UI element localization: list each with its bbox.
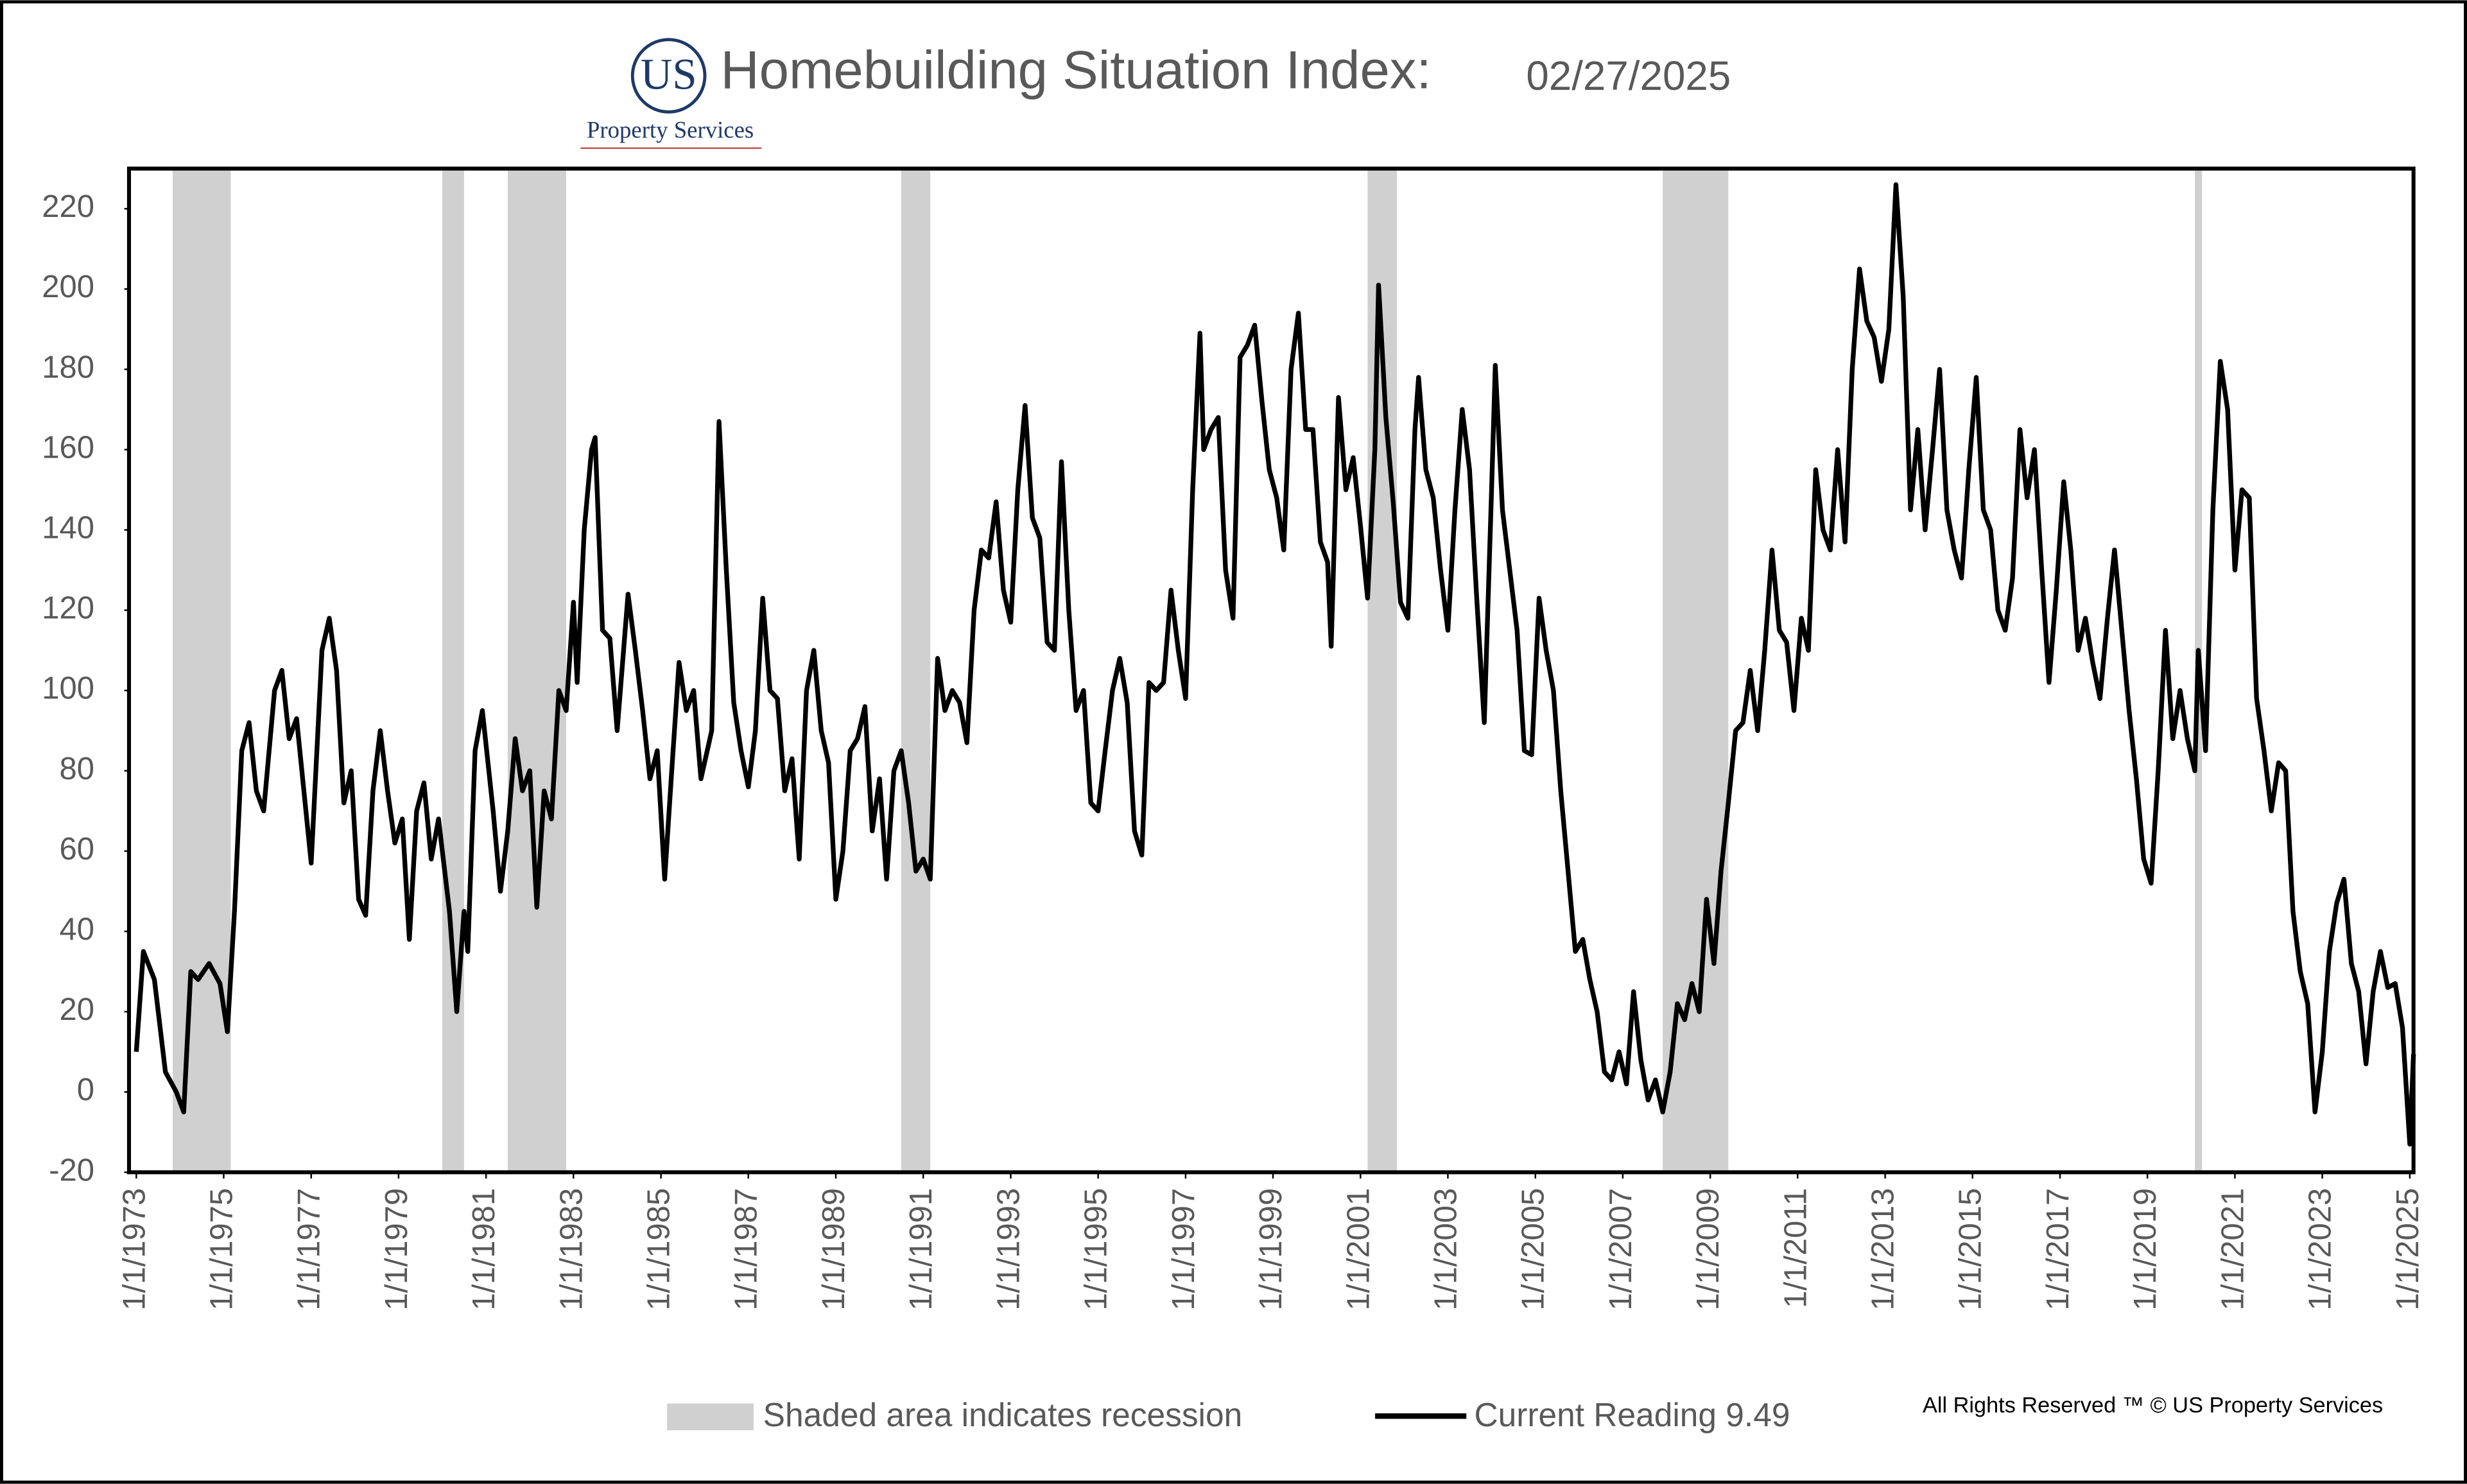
x-tick-label: 1/1/1991 xyxy=(904,1188,939,1311)
x-tick-label: 1/1/1989 xyxy=(817,1188,851,1311)
plot-border xyxy=(126,166,2416,1175)
recession-band xyxy=(442,168,464,1173)
x-tick-label: 1/1/2007 xyxy=(1604,1188,1638,1311)
x-tick-label: 1/1/1977 xyxy=(292,1188,327,1311)
y-tick-label: 160 xyxy=(42,430,94,465)
chart-subtitle: 02/27/2025 xyxy=(1526,53,1731,99)
recession-band xyxy=(901,168,931,1173)
y-tick-label: 140 xyxy=(42,511,94,546)
chart-title: Homebuilding Situation Index: xyxy=(721,40,1432,100)
y-tick-label: -20 xyxy=(49,1153,94,1187)
x-tick-label: 1/1/1979 xyxy=(379,1188,414,1311)
y-tick-label: 0 xyxy=(77,1073,94,1107)
recession-band xyxy=(1663,168,1729,1173)
x-tick-label: 1/1/2023 xyxy=(2303,1188,2338,1311)
x-tick-label: 1/1/1987 xyxy=(729,1188,764,1311)
x-tick-label: 1/1/2009 xyxy=(1691,1188,1726,1311)
legend-label-recession: Shaded area indicates recession xyxy=(763,1396,1243,1433)
y-tick-label: 40 xyxy=(60,912,95,947)
x-tick-label: 1/1/2015 xyxy=(1953,1188,1988,1311)
x-tick-label: 1/1/2025 xyxy=(2391,1188,2425,1311)
x-tick-label: 1/1/2011 xyxy=(1778,1188,1813,1308)
x-tick-label: 1/1/1981 xyxy=(467,1188,501,1311)
y-tick-label: 120 xyxy=(42,591,94,626)
legend-swatch-recession xyxy=(667,1403,754,1431)
y-tick-label: 220 xyxy=(42,189,94,224)
x-tick-label: 1/1/1999 xyxy=(1254,1188,1288,1311)
x-tick-label: 1/1/1983 xyxy=(554,1188,589,1311)
x-tick-label: 1/1/2003 xyxy=(1428,1188,1463,1311)
y-tick-label: 80 xyxy=(60,752,95,786)
logo: US Property Services xyxy=(580,38,762,150)
logo-name: Property Services xyxy=(587,117,754,143)
recession-band xyxy=(507,168,566,1173)
x-tick-label: 1/1/1973 xyxy=(117,1188,151,1311)
x-tick-label: 1/1/2005 xyxy=(1516,1188,1551,1311)
x-tick-label: 1/1/1995 xyxy=(1079,1188,1114,1311)
copyright-note: All Rights Reserved ™ © US Property Serv… xyxy=(1923,1393,2383,1418)
y-tick-label: 200 xyxy=(42,270,94,304)
recession-band xyxy=(173,168,231,1173)
x-tick-label: 1/1/2021 xyxy=(2215,1188,2250,1311)
logo-ring xyxy=(630,38,707,114)
x-tick-label: 1/1/2017 xyxy=(2041,1188,2075,1311)
x-tick-label: 1/1/1993 xyxy=(991,1188,1026,1311)
x-tick-label: 1/1/1985 xyxy=(642,1188,677,1311)
y-tick-label: 20 xyxy=(60,992,95,1027)
plot: -20 0 20 40 60 80 100 120 140 160 180 200 220 1/1/197… xyxy=(42,168,2425,1311)
x-tick-label: 1/1/2019 xyxy=(2128,1188,2163,1311)
x-tick-label: 1/1/1975 xyxy=(204,1188,239,1311)
legend-label-line: Current Reading 9.49 xyxy=(1474,1396,1790,1433)
y-tick-label: 100 xyxy=(42,671,94,706)
data-line xyxy=(134,182,2416,1147)
y-tick-label: 180 xyxy=(42,350,94,384)
x-tick-label: 1/1/2013 xyxy=(1866,1188,1901,1311)
y-tick-label: 60 xyxy=(60,832,95,867)
x-tick-label: 1/1/2001 xyxy=(1341,1188,1376,1311)
logo-mark: US xyxy=(641,50,697,99)
x-tick-label: 1/1/1997 xyxy=(1166,1188,1201,1311)
